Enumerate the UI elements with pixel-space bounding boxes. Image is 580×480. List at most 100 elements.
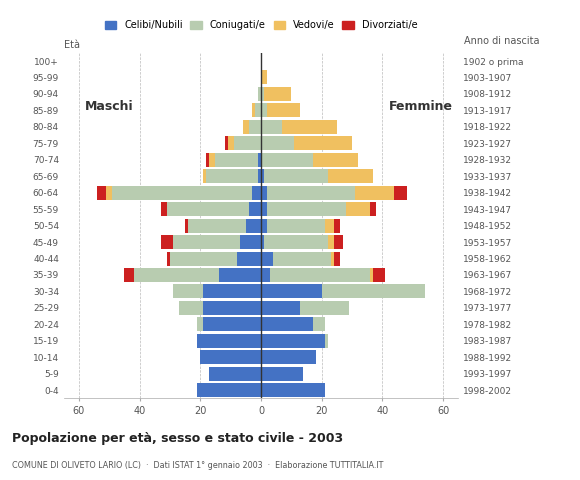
Bar xyxy=(261,186,267,200)
Bar xyxy=(328,169,374,183)
Bar xyxy=(161,202,167,216)
Bar xyxy=(209,367,261,381)
Bar xyxy=(204,317,261,331)
Bar xyxy=(313,153,358,167)
Bar xyxy=(261,202,267,216)
Bar xyxy=(261,153,313,167)
Bar xyxy=(240,235,261,249)
Bar xyxy=(204,169,206,183)
Bar xyxy=(261,301,300,315)
Bar xyxy=(267,186,355,200)
Bar xyxy=(258,87,261,101)
Bar xyxy=(346,202,370,216)
Bar xyxy=(370,202,376,216)
Bar xyxy=(179,301,204,315)
Bar xyxy=(173,285,204,299)
Bar xyxy=(374,268,385,282)
Bar xyxy=(325,218,334,233)
Bar xyxy=(113,186,252,200)
Bar xyxy=(270,268,370,282)
Bar xyxy=(237,252,261,265)
Legend: Celibi/Nubili, Coniugati/e, Vedovi/e, Divorziati/e: Celibi/Nubili, Coniugati/e, Vedovi/e, Di… xyxy=(101,16,421,34)
Bar xyxy=(264,169,328,183)
Bar xyxy=(261,71,267,84)
Bar xyxy=(97,186,106,200)
Bar xyxy=(167,202,249,216)
Bar xyxy=(313,317,325,331)
Bar xyxy=(206,153,209,167)
Bar xyxy=(167,252,170,265)
Bar xyxy=(106,186,113,200)
Bar xyxy=(264,235,328,249)
Bar xyxy=(273,252,331,265)
Bar xyxy=(261,136,295,150)
Bar xyxy=(261,103,267,118)
Bar xyxy=(264,87,291,101)
Bar xyxy=(261,268,270,282)
Bar xyxy=(261,235,264,249)
Bar xyxy=(227,136,234,150)
Bar xyxy=(161,235,173,249)
Bar xyxy=(255,103,261,118)
Bar xyxy=(261,317,313,331)
Bar xyxy=(300,301,349,315)
Bar xyxy=(133,268,219,282)
Bar xyxy=(261,120,282,134)
Bar xyxy=(370,268,374,282)
Bar xyxy=(219,268,261,282)
Text: Femmine: Femmine xyxy=(389,100,452,113)
Bar xyxy=(252,186,261,200)
Bar xyxy=(261,252,273,265)
Bar xyxy=(325,334,328,348)
Bar xyxy=(394,186,407,200)
Bar xyxy=(355,186,394,200)
Bar xyxy=(267,202,346,216)
Bar xyxy=(261,350,316,364)
Bar xyxy=(188,218,246,233)
Bar xyxy=(334,235,343,249)
Bar xyxy=(261,285,322,299)
Bar xyxy=(261,334,325,348)
Bar xyxy=(170,252,237,265)
Bar xyxy=(295,136,352,150)
Bar xyxy=(258,169,261,183)
Bar xyxy=(261,218,267,233)
Text: Età: Età xyxy=(64,39,80,49)
Bar xyxy=(282,120,337,134)
Bar xyxy=(197,317,204,331)
Bar xyxy=(206,169,258,183)
Bar xyxy=(267,218,325,233)
Bar xyxy=(234,136,261,150)
Bar xyxy=(185,218,188,233)
Bar xyxy=(173,235,240,249)
Bar xyxy=(200,350,261,364)
Text: Maschi: Maschi xyxy=(85,100,133,113)
Bar xyxy=(125,268,133,282)
Bar xyxy=(258,153,261,167)
Bar xyxy=(209,153,216,167)
Bar xyxy=(261,169,264,183)
Text: Popolazione per età, sesso e stato civile - 2003: Popolazione per età, sesso e stato civil… xyxy=(12,432,343,445)
Bar xyxy=(322,285,425,299)
Bar xyxy=(328,235,334,249)
Bar xyxy=(252,103,255,118)
Bar xyxy=(204,301,261,315)
Bar xyxy=(331,252,334,265)
Bar xyxy=(197,383,261,397)
Bar xyxy=(249,120,261,134)
Bar xyxy=(334,252,340,265)
Bar xyxy=(216,153,258,167)
Bar xyxy=(243,120,249,134)
Bar xyxy=(204,285,261,299)
Bar xyxy=(246,218,261,233)
Bar xyxy=(261,87,264,101)
Bar xyxy=(224,136,227,150)
Text: Anno di nascita: Anno di nascita xyxy=(464,36,539,46)
Bar xyxy=(334,218,340,233)
Bar xyxy=(267,103,300,118)
Bar xyxy=(197,334,261,348)
Bar xyxy=(261,367,303,381)
Bar xyxy=(261,383,325,397)
Bar xyxy=(249,202,261,216)
Text: COMUNE DI OLIVETO LARIO (LC)  ·  Dati ISTAT 1° gennaio 2003  ·  Elaborazione TUT: COMUNE DI OLIVETO LARIO (LC) · Dati ISTA… xyxy=(12,461,383,470)
